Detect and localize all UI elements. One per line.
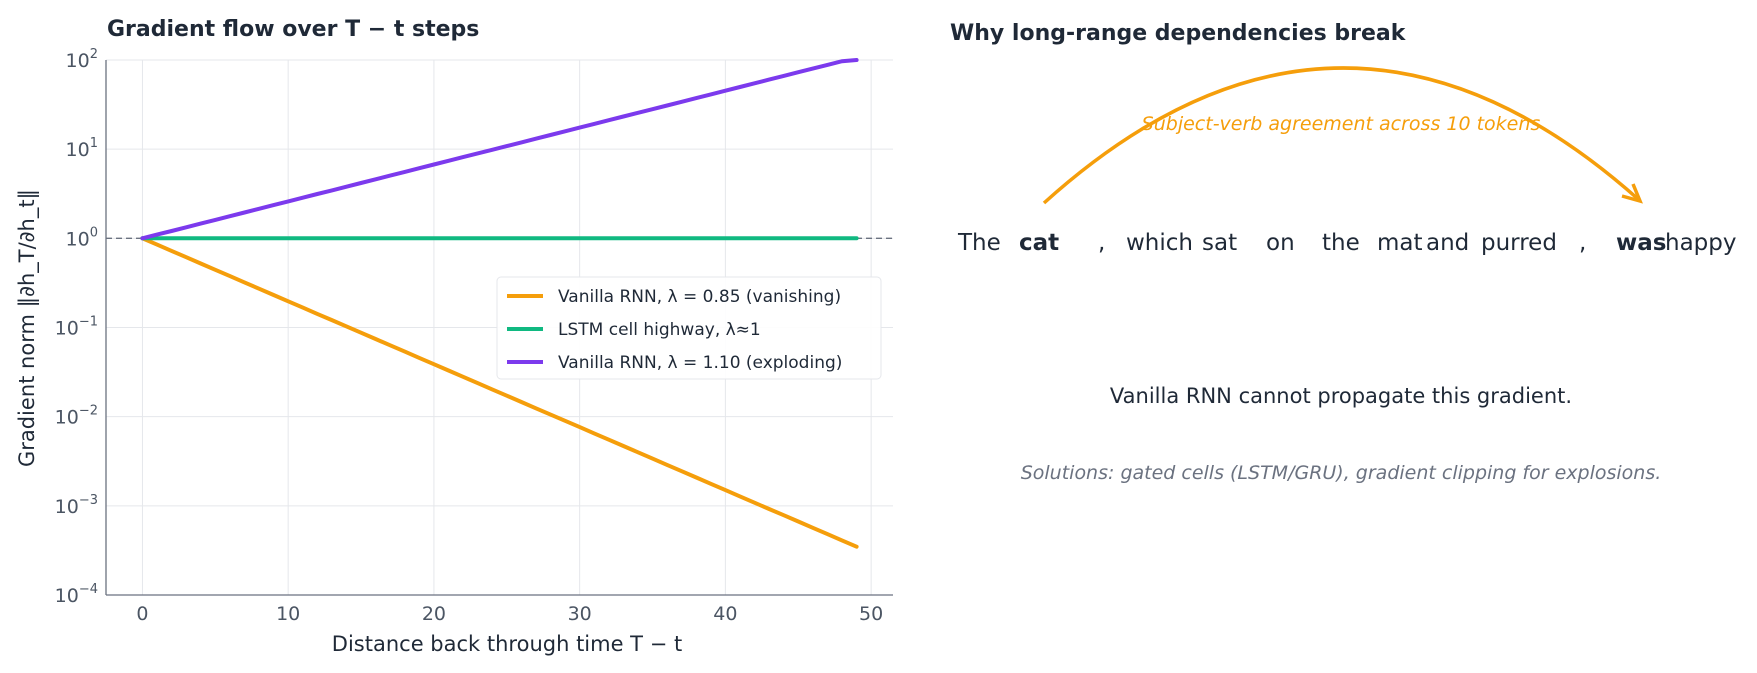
- token: and: [1426, 230, 1469, 256]
- legend-label: Vanilla RNN, λ = 0.85 (vanishing): [558, 287, 841, 307]
- token: happy: [1665, 230, 1736, 256]
- token: The: [957, 230, 1001, 256]
- token: which: [1126, 230, 1193, 256]
- legend-label: LSTM cell highway, λ≈1: [558, 320, 761, 340]
- token: purred: [1481, 230, 1557, 256]
- x-tick-label: 0: [136, 603, 148, 625]
- token: ,: [1098, 230, 1105, 256]
- dependency-arc: [1042, 66, 1640, 205]
- x-tick-label: 10: [276, 603, 300, 625]
- y-tick-label: 10−2: [55, 404, 98, 429]
- tick-labels: 0 10 20 30 40 50 102 101 100 10−1 10−2 10−3 10−4: [55, 47, 884, 625]
- y-tick-label: 10−1: [55, 315, 98, 340]
- panel-title: Why long-range dependencies break: [950, 21, 1407, 46]
- legend-label: Vanilla RNN, λ = 1.10 (exploding): [558, 353, 842, 373]
- token: ,: [1579, 230, 1586, 256]
- y-tick-label: 100: [66, 225, 98, 250]
- y-tick-label: 10−4: [55, 582, 98, 607]
- series-line-0: [140, 236, 859, 549]
- x-tick-label: 20: [422, 603, 446, 625]
- series-line-2: [140, 58, 859, 241]
- legend-box: [496, 276, 882, 380]
- token-highlight: was: [1616, 230, 1666, 256]
- y-tick-label: 102: [66, 47, 98, 72]
- arc-label: Subject-verb agreement across 10 tokens: [1142, 113, 1541, 135]
- sentence-tokens: The cat, which sat on the mat and purred, washapp…: [957, 230, 1736, 256]
- legend: Vanilla RNN, λ = 0.85 (vanishing) LSTM ce…: [496, 276, 882, 380]
- x-tick-label: 50: [859, 603, 883, 625]
- chart-title: Gradient flow over T − t steps: [107, 17, 479, 42]
- x-tick-label: 40: [713, 603, 737, 625]
- y-tick-label: 101: [66, 136, 98, 161]
- token: the: [1322, 230, 1360, 256]
- arrow-head-icon: [1621, 183, 1643, 204]
- token-highlight: cat: [1019, 230, 1059, 256]
- token: mat: [1377, 230, 1423, 256]
- solutions-text: Solutions: gated cells (LSTM/GRU), gradi…: [1021, 462, 1662, 484]
- series-lines: [140, 58, 859, 549]
- token: sat: [1202, 230, 1237, 256]
- x-axis-label: Distance back through time T − t: [332, 632, 682, 656]
- y-tick-label: 10−3: [55, 493, 98, 518]
- x-tick-label: 30: [568, 603, 592, 625]
- y-axis-label: Gradient norm ‖∂h_T/∂h_t‖: [15, 189, 40, 467]
- statement-text: Vanilla RNN cannot propagate this gradie…: [1110, 384, 1572, 408]
- token: on: [1266, 230, 1295, 256]
